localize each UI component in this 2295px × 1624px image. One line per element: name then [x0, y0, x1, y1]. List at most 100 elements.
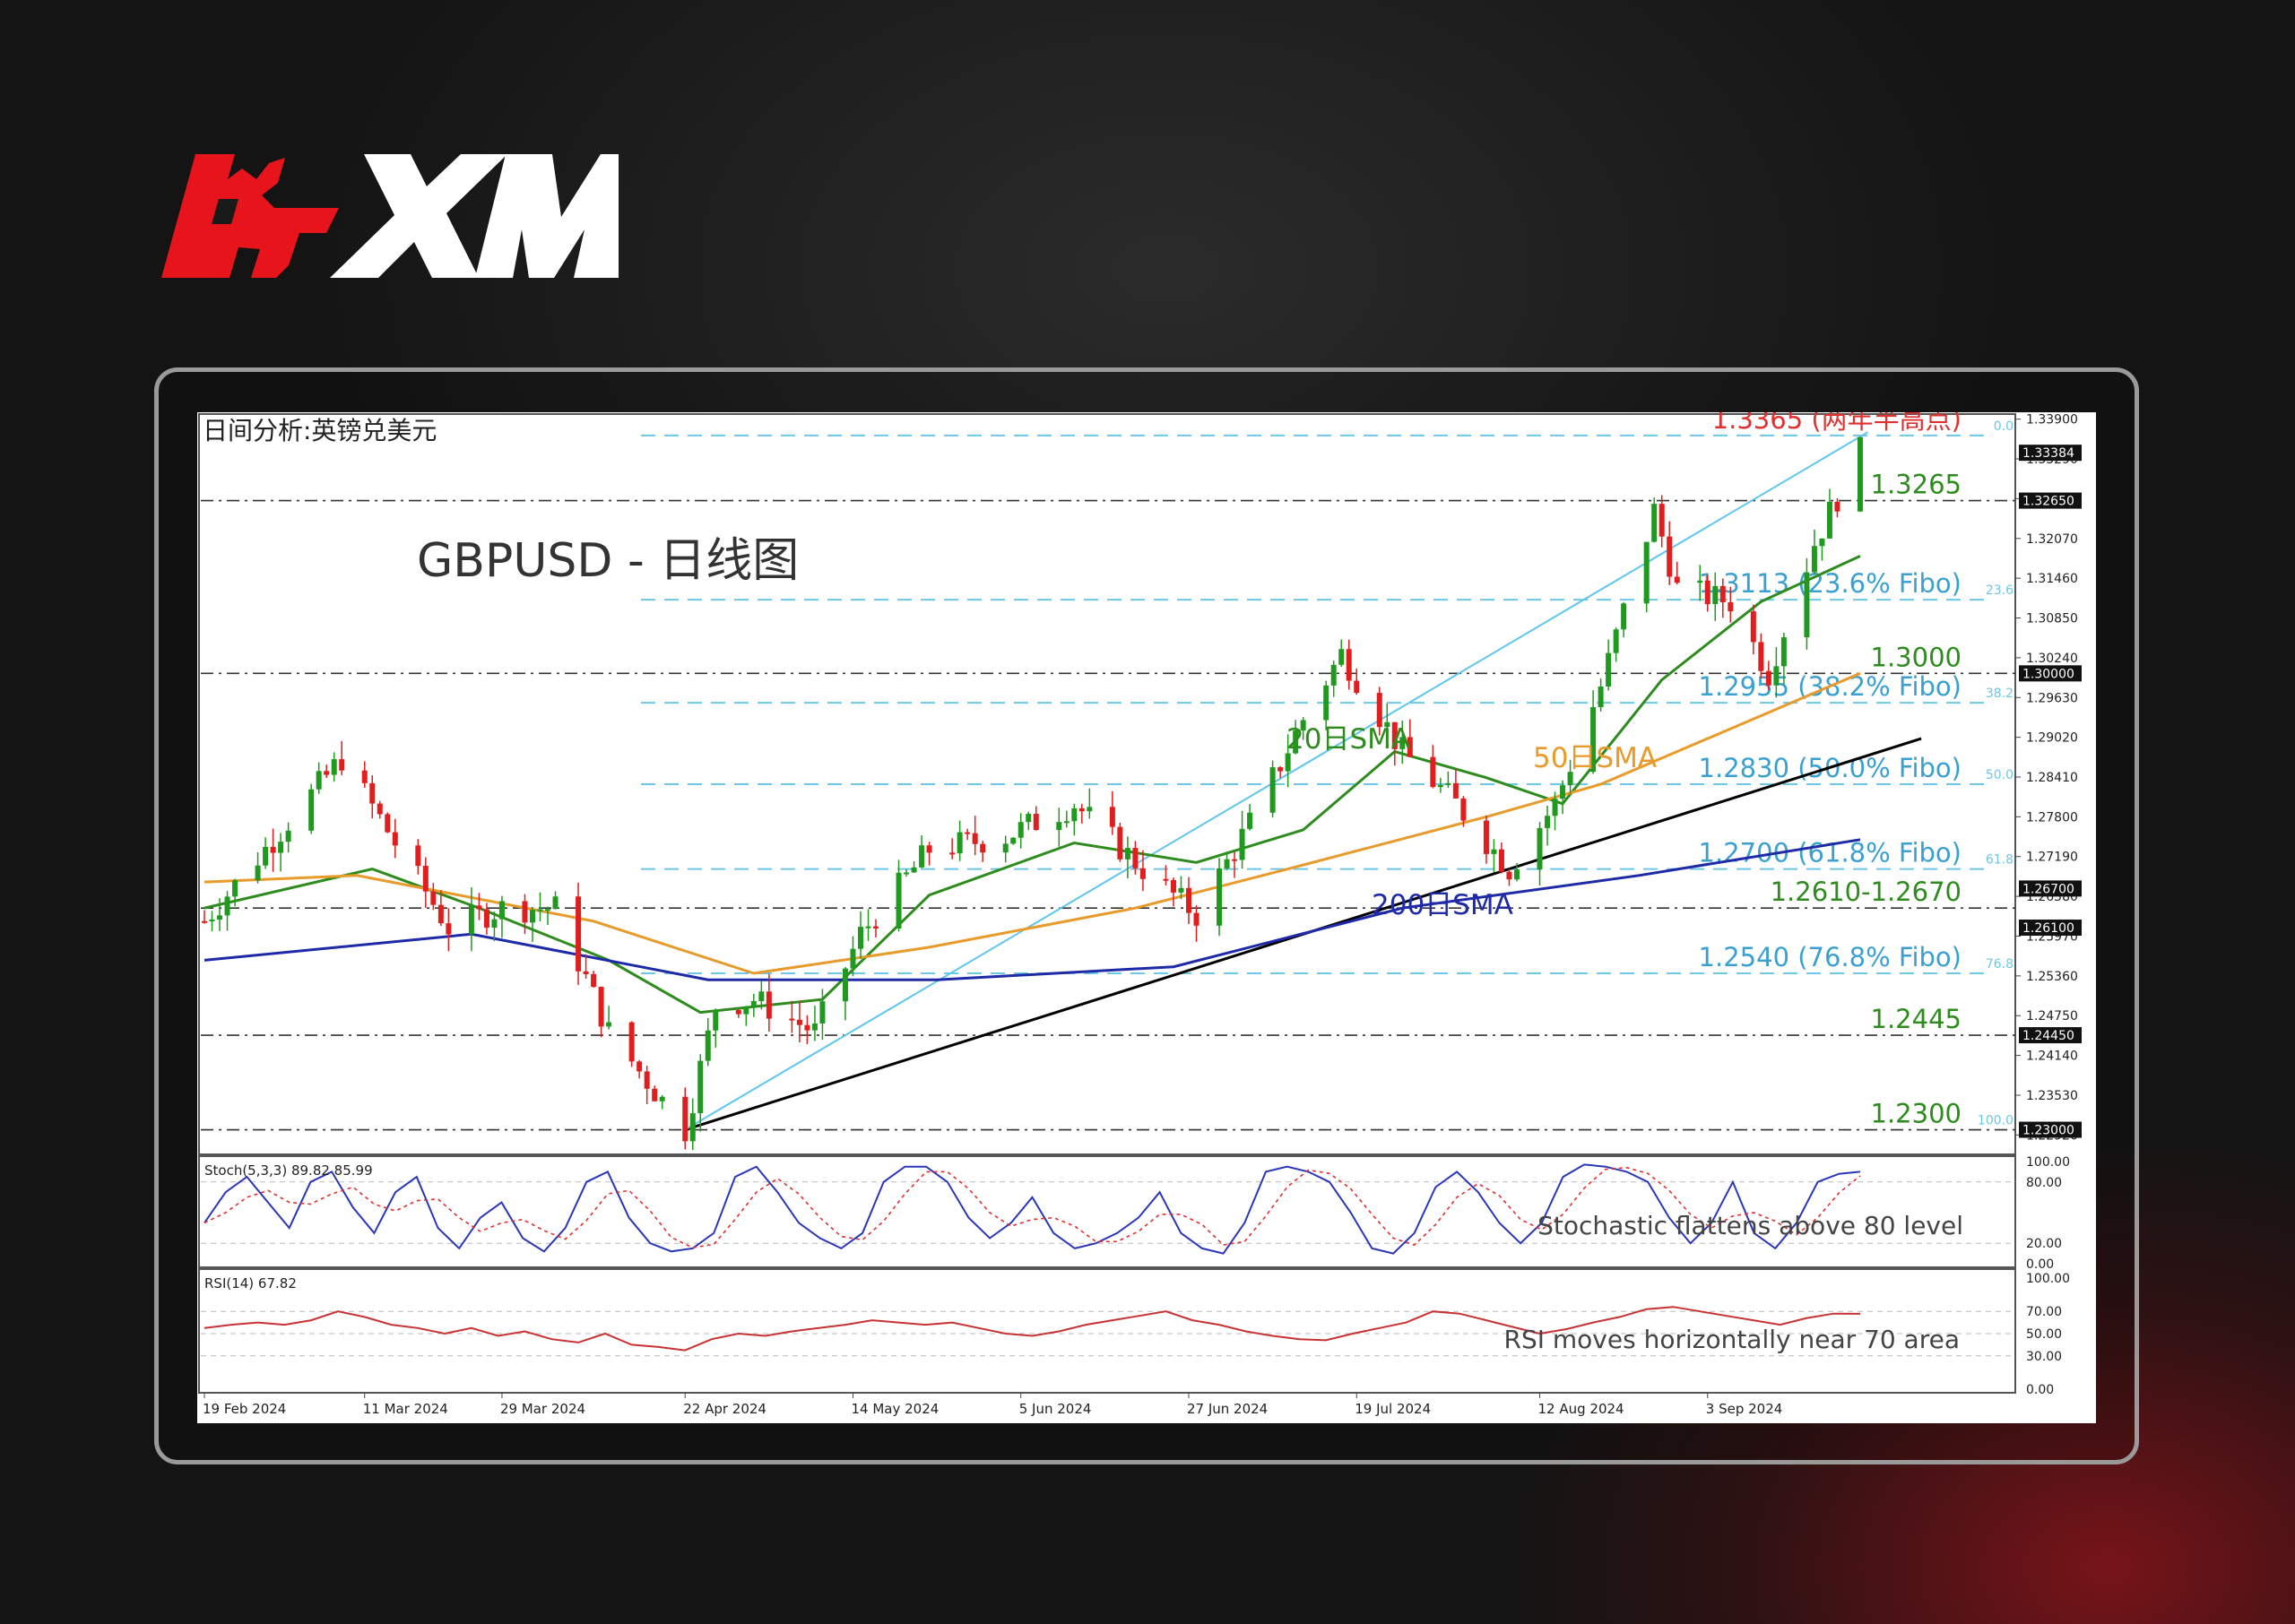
price-tick-label: 1.27800: [2026, 810, 2078, 825]
candle-body: [628, 1022, 635, 1062]
candle-body: [1224, 859, 1230, 868]
rsi-pane: 100.00 70.00 50.00 30.00 0.00: [201, 1272, 2070, 1397]
candle-body: [224, 896, 230, 916]
price-tick-label: 1.31460: [2026, 572, 2078, 586]
date-tick-label: 5 Jun 2024: [1019, 1401, 1092, 1417]
date-tick-label: 12 Aug 2024: [1538, 1401, 1624, 1417]
price-box-label: 1.26100: [2022, 921, 2074, 936]
price-tick-label: 1.30850: [2026, 612, 2078, 626]
candle-body: [1063, 821, 1070, 824]
price-box-label: 1.26700: [2022, 882, 2074, 896]
fibo-ratio-label: 100.0: [1978, 1114, 2014, 1128]
rsi-pane-border: [198, 1268, 2016, 1394]
price-box: [2019, 1027, 2082, 1044]
candle-body: [1354, 680, 1360, 694]
candle-body: [1758, 642, 1764, 671]
candle-body: [483, 909, 489, 929]
candle-body: [339, 759, 345, 771]
candle-body: [430, 891, 437, 905]
date-tick-label: 27 Jun 2024: [1187, 1401, 1268, 1417]
candle-body: [1674, 576, 1680, 583]
candle-body: [1697, 580, 1703, 583]
candle-body: [1323, 685, 1329, 721]
candle-body: [1498, 849, 1504, 872]
candle-body: [1598, 687, 1604, 708]
candle-body: [689, 1113, 696, 1142]
price-tick-label: 1.29020: [2026, 731, 2078, 746]
candle-body: [522, 901, 528, 923]
candle-body: [1780, 637, 1787, 667]
level-label: 1.2540 (76.8% Fibo): [1699, 942, 1962, 972]
candle-body: [1010, 837, 1017, 844]
candle-body: [498, 901, 505, 920]
date-axis: 19 Feb 2024 11 Mar 2024 29 Mar 2024 22 Apr …: [203, 1393, 1782, 1417]
candle-body: [735, 1009, 741, 1015]
candle-body: [1239, 828, 1245, 860]
candle-body: [437, 904, 444, 924]
price-tick-label: 1.25360: [2026, 970, 2078, 984]
chart-area: 1.3365 (两年半高点) 0.0 1.3265 1.3113 (23.6% Fib…: [197, 412, 2096, 1423]
candle-body: [217, 915, 223, 920]
candlesticks: [202, 436, 1863, 1151]
horizontal-levels: 1.3365 (两年半高点) 0.0 1.3265 1.3113 (23.6% Fib…: [201, 412, 2015, 1131]
candle-body: [1667, 536, 1673, 577]
osc-tick-label: 100.00: [2026, 1272, 2070, 1286]
candle-body: [659, 1096, 665, 1101]
candle-body: [209, 920, 215, 922]
candle-body: [1232, 859, 1238, 861]
fibo-ratio-label: 38.2: [1986, 687, 2014, 701]
level-label: 1.2610-1.2670: [1771, 877, 1962, 907]
candle-body: [1445, 782, 1451, 785]
osc-line: [204, 1163, 1861, 1255]
candle-body: [1567, 772, 1573, 786]
candle-body: [713, 1009, 719, 1031]
candle-body: [1330, 664, 1337, 686]
candle-body: [980, 843, 986, 853]
chart-overlay-title: GBPUSD - 日线图: [417, 534, 799, 588]
candle-body: [1460, 798, 1467, 821]
price-box-label: 1.32650: [2022, 495, 2074, 509]
candle-body: [1811, 546, 1817, 573]
candle-body: [1552, 799, 1558, 816]
level-label: 1.2300: [1871, 1099, 1962, 1129]
candle-body: [1491, 849, 1497, 854]
candle-body: [1293, 730, 1299, 754]
candle-body: [468, 905, 474, 935]
candle-body: [1163, 878, 1169, 881]
price-box-label: 1.24450: [2022, 1029, 2074, 1043]
candle-body: [1452, 782, 1459, 799]
candle-body: [949, 852, 956, 855]
candle-body: [1178, 887, 1184, 893]
date-tick-label: 3 Sep 2024: [1706, 1401, 1783, 1417]
candle-body: [537, 909, 543, 911]
candle-body: [1513, 869, 1520, 880]
osc-tick-label: 0.00: [2026, 1383, 2054, 1397]
candle-body: [1193, 912, 1199, 926]
sma50-label: 50日SMA: [1533, 742, 1657, 774]
chart-cn-title: 日间分析:英镑兑美元: [203, 416, 437, 445]
candle-body: [1537, 827, 1543, 870]
candle-body: [1606, 652, 1612, 687]
candle-body: [896, 872, 902, 929]
stoch-note: Stochastic flattens above 80 level: [1537, 1211, 1963, 1240]
price-axis: 1.339001.332901.326801.320701.314601.308…: [2015, 413, 2082, 1143]
candle-body: [270, 846, 276, 853]
candle-body: [1217, 868, 1223, 926]
candle-body: [316, 771, 322, 790]
candle-body: [1338, 649, 1345, 665]
osc-tick-label: 30.00: [2026, 1350, 2062, 1364]
price-tick-label: 1.29630: [2026, 691, 2078, 705]
candle-body: [819, 1001, 826, 1024]
candle-body: [263, 846, 269, 866]
candle-body: [1078, 808, 1085, 812]
candle-body: [1728, 602, 1734, 612]
price-box-label: 1.23000: [2022, 1124, 2074, 1138]
candle-body: [583, 971, 589, 974]
candle-body: [232, 880, 238, 897]
stoch-pane-border: [198, 1155, 2016, 1268]
candle-body: [1247, 812, 1253, 829]
candle-body: [552, 896, 559, 910]
candle-body: [1300, 720, 1306, 731]
price-box: [2019, 880, 2082, 897]
fibo-ratio-label: 50.0: [1986, 768, 2014, 782]
